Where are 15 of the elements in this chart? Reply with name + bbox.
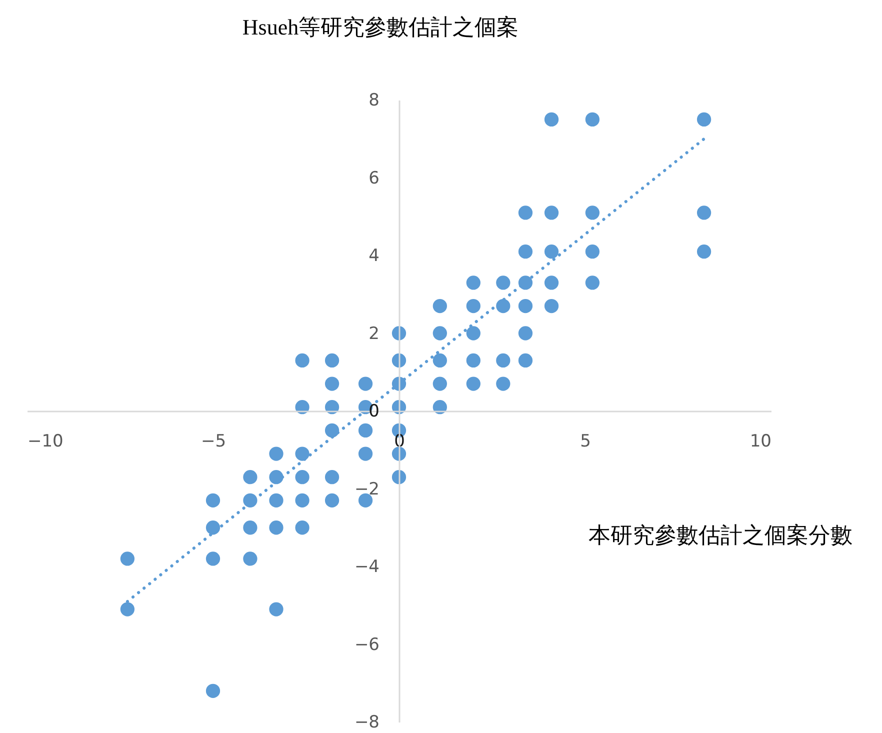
y-axis-title: Hsueh等研究參數估計之個案 xyxy=(242,14,519,40)
y-tick-label: 8 xyxy=(368,90,380,110)
x-tick-label: −10 xyxy=(28,432,64,452)
y-tick-label: −4 xyxy=(354,557,380,577)
y-tick-label: 4 xyxy=(368,246,380,266)
x-axis-title: 本研究參數估計之個案分數 xyxy=(588,522,852,548)
y-tick-label: −8 xyxy=(354,712,380,732)
x-tick-label: −5 xyxy=(200,432,226,452)
y-tick-label: −6 xyxy=(354,634,380,655)
y-tick-label: 0 xyxy=(368,402,380,422)
y-tick-label: 6 xyxy=(368,168,380,188)
y-tick-label: −2 xyxy=(354,479,380,500)
x-tick-label: 10 xyxy=(750,432,772,452)
y-tick-label: 2 xyxy=(368,324,380,344)
x-tick-label: 5 xyxy=(580,432,591,452)
